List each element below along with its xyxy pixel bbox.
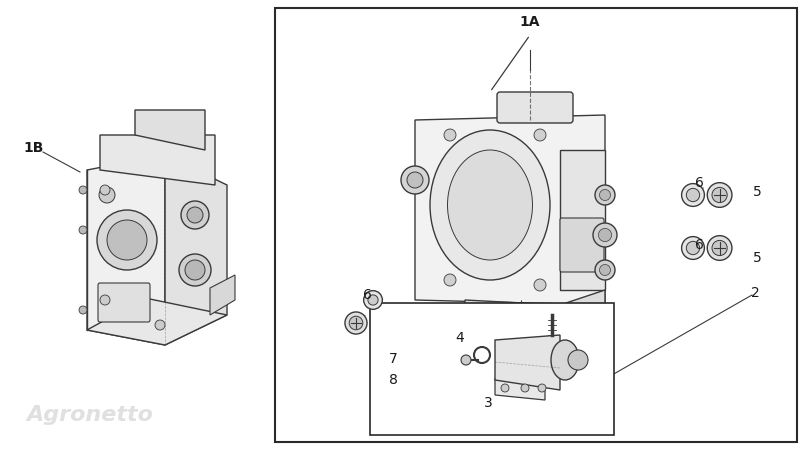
Polygon shape (87, 298, 227, 345)
Text: 6: 6 (362, 288, 371, 302)
Circle shape (181, 201, 209, 229)
Text: 7: 7 (389, 352, 398, 366)
Circle shape (187, 207, 203, 223)
Circle shape (599, 265, 610, 275)
Circle shape (155, 320, 165, 330)
Bar (370, 303, 614, 435)
Text: 6: 6 (694, 238, 703, 252)
Circle shape (368, 295, 378, 305)
Circle shape (79, 306, 87, 314)
Circle shape (401, 166, 429, 194)
Circle shape (501, 384, 509, 392)
Text: 3: 3 (484, 396, 492, 410)
Polygon shape (100, 135, 215, 185)
Circle shape (534, 279, 546, 291)
Circle shape (534, 129, 546, 141)
Text: 8: 8 (389, 373, 398, 387)
Circle shape (599, 189, 610, 201)
Circle shape (521, 384, 529, 392)
Circle shape (686, 241, 700, 255)
Circle shape (99, 187, 115, 203)
Polygon shape (465, 300, 560, 325)
Circle shape (707, 183, 732, 207)
Polygon shape (210, 275, 235, 315)
Circle shape (707, 236, 732, 261)
Text: Agronetto: Agronetto (26, 405, 154, 425)
Circle shape (686, 189, 700, 202)
Circle shape (593, 223, 617, 247)
Text: 6: 6 (694, 176, 703, 190)
Circle shape (345, 312, 367, 334)
Bar (275, 8, 797, 442)
Circle shape (682, 184, 704, 207)
Circle shape (598, 229, 612, 242)
FancyBboxPatch shape (98, 283, 150, 322)
Circle shape (461, 355, 471, 365)
Circle shape (538, 384, 546, 392)
Text: 1B: 1B (24, 141, 44, 155)
Ellipse shape (447, 150, 533, 260)
Circle shape (444, 274, 456, 286)
FancyBboxPatch shape (497, 92, 573, 123)
Circle shape (349, 316, 363, 330)
Text: 5: 5 (753, 251, 762, 265)
Polygon shape (415, 115, 605, 305)
Text: 5: 5 (753, 185, 762, 199)
Polygon shape (495, 335, 560, 390)
Circle shape (568, 350, 588, 370)
FancyBboxPatch shape (560, 218, 604, 272)
Circle shape (97, 210, 157, 270)
Text: 4: 4 (456, 331, 464, 345)
Circle shape (79, 226, 87, 234)
Text: 1A: 1A (520, 15, 540, 29)
Polygon shape (165, 155, 227, 345)
Circle shape (712, 240, 727, 256)
Circle shape (79, 186, 87, 194)
Ellipse shape (551, 340, 579, 380)
Ellipse shape (430, 130, 550, 280)
Circle shape (100, 185, 110, 195)
Polygon shape (560, 290, 605, 305)
Circle shape (364, 291, 382, 309)
Circle shape (407, 172, 423, 188)
Polygon shape (87, 155, 165, 345)
Text: 2: 2 (750, 286, 759, 300)
Circle shape (179, 254, 211, 286)
Circle shape (712, 187, 727, 202)
Circle shape (595, 260, 615, 280)
Circle shape (682, 237, 704, 259)
Polygon shape (560, 150, 605, 290)
Polygon shape (135, 110, 205, 150)
Circle shape (185, 260, 205, 280)
Circle shape (107, 220, 147, 260)
Circle shape (100, 295, 110, 305)
Polygon shape (495, 378, 545, 400)
Circle shape (444, 129, 456, 141)
Circle shape (595, 185, 615, 205)
